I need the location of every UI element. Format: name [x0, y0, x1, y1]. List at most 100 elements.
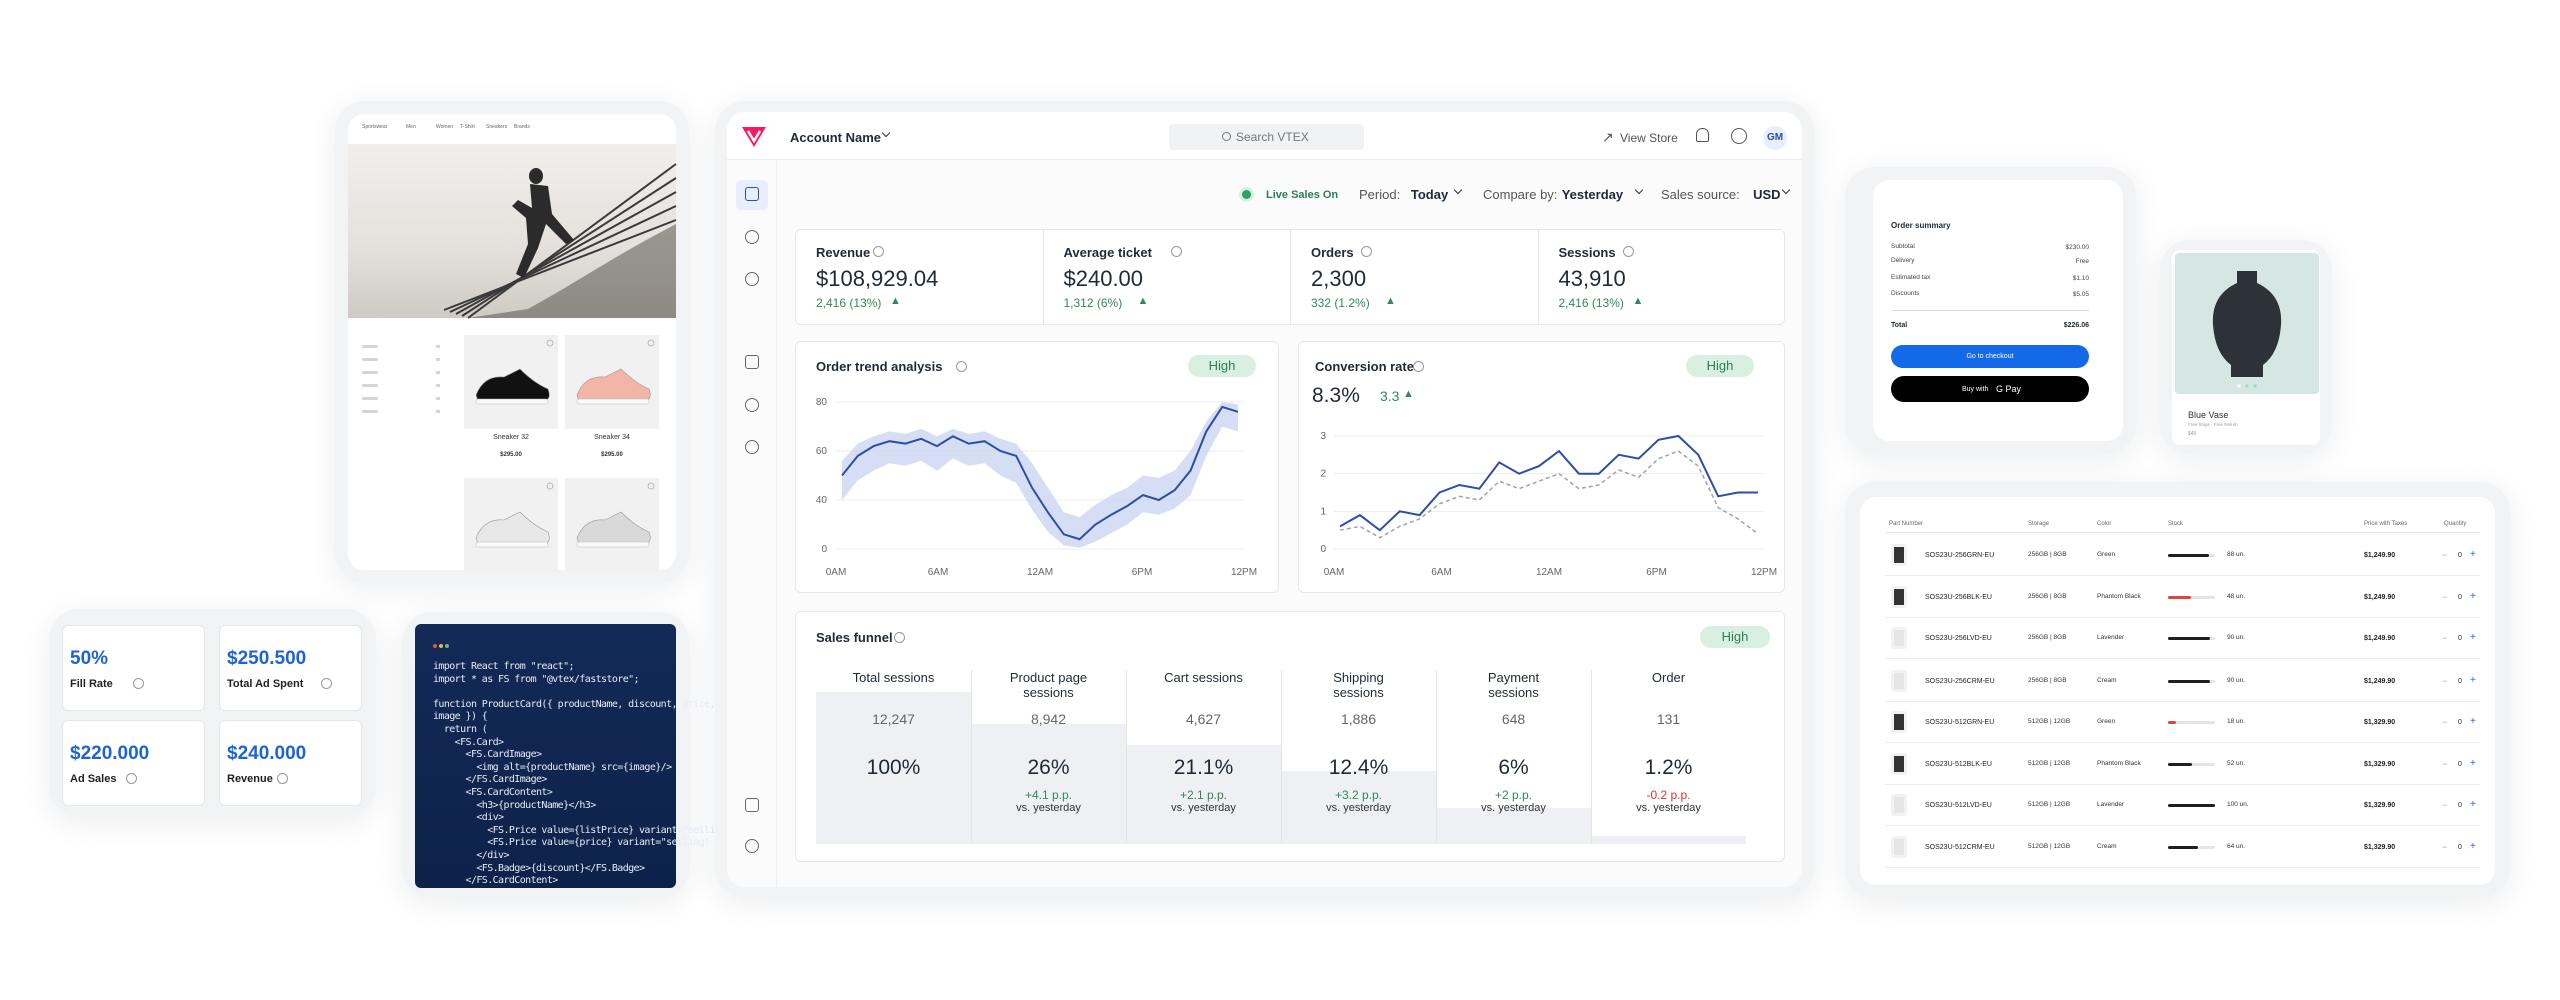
wishlist-icon — [546, 339, 554, 347]
view-store[interactable]: View Store — [1620, 131, 1678, 145]
help-icon[interactable] — [1731, 128, 1747, 144]
qty-plus[interactable]: + — [2470, 716, 2476, 727]
product-price: $45 — [2188, 431, 2197, 437]
confidence-band — [842, 402, 1238, 548]
row-divider — [1885, 825, 2480, 826]
window-dot — [439, 644, 443, 648]
line-chart: 0 40 60 80 0AM 6AM 12AM 6PM 12PM — [816, 397, 1257, 578]
checkout-button[interactable]: Go to checkout — [1891, 345, 2089, 368]
ad-metric-value: 50% — [70, 648, 109, 669]
filter-label[interactable]: Sales source: — [1661, 187, 1740, 202]
stock-bar — [2168, 637, 2211, 640]
column-header: Quantity — [2444, 521, 2467, 527]
kpi-label: Sessions — [1558, 245, 1616, 260]
search-icon — [1222, 132, 1231, 141]
qty-minus[interactable]: − — [2442, 717, 2448, 727]
kpi-value: 43,910 — [1558, 266, 1626, 291]
filter-label[interactable]: Period: — [1359, 187, 1401, 202]
code-line: image }) { — [433, 711, 488, 723]
pay-button[interactable] — [1891, 376, 2089, 402]
filter-value[interactable]: Today — [1410, 187, 1449, 202]
x-tick-label: 6PM — [1132, 567, 1153, 578]
filter-value[interactable]: USD — [1753, 187, 1781, 202]
stock-label: 52 un. — [2227, 760, 2246, 767]
info-icon — [873, 246, 885, 257]
stage-name: Order — [1651, 670, 1686, 685]
color: Cream — [2097, 677, 2117, 684]
qty-plus[interactable]: + — [2470, 675, 2476, 686]
qty-plus[interactable]: + — [2470, 632, 2476, 643]
notifications-icon[interactable] — [1696, 128, 1709, 142]
sidebar-icon[interactable] — [745, 839, 759, 853]
sidebar-icon[interactable] — [745, 440, 759, 454]
inventory-panel — [1860, 497, 2495, 885]
qty-minus[interactable]: − — [2442, 800, 2448, 810]
sidebar-icon[interactable] — [745, 187, 759, 201]
sidebar-icon[interactable] — [745, 272, 759, 286]
sidebar-icon[interactable] — [745, 398, 759, 412]
qty-minus[interactable]: − — [2442, 759, 2448, 769]
row-divider — [1885, 575, 2480, 576]
qty-minus[interactable]: − — [2442, 676, 2448, 686]
runner-head — [529, 168, 543, 184]
funnel-block — [1126, 745, 1281, 844]
qty-plus[interactable]: + — [2470, 758, 2476, 769]
kpi-arrow: ▲ — [1385, 295, 1396, 307]
stage-rate: 26% — [1027, 756, 1070, 779]
qty-plus[interactable]: + — [2470, 591, 2476, 602]
wishlist-icon — [647, 339, 655, 347]
summary-title: Order summary — [1891, 221, 1951, 230]
qty-minus[interactable]: − — [2442, 592, 2448, 602]
sneaker — [576, 482, 655, 548]
search-placeholder[interactable]: Search VTEX — [1236, 130, 1309, 144]
qty-plus[interactable]: + — [2470, 549, 2476, 560]
sneaker-sole — [576, 398, 650, 405]
sidebar-icon[interactable] — [745, 355, 759, 369]
code-line: import React from "react"; — [433, 661, 575, 672]
vase-shape — [2212, 271, 2282, 377]
filter-label[interactable]: Compare by: — [1483, 187, 1558, 202]
kpi-change: 2,416 (13%) — [816, 296, 882, 310]
column-header: Part Number — [1889, 521, 1924, 527]
color: Phantom Black — [2097, 593, 2141, 600]
filter-count — [436, 358, 440, 361]
sneaker-shape — [475, 511, 550, 545]
account-name[interactable]: Account Name — [790, 130, 882, 145]
conversion-card — [1298, 341, 1785, 593]
filter-value[interactable]: Yesterday — [1561, 187, 1624, 202]
qty-plus[interactable]: + — [2470, 841, 2476, 852]
storage: 256GB | 8GB — [2028, 677, 2067, 684]
runner-body — [512, 184, 574, 278]
summary-label: Delivery — [1891, 257, 1915, 264]
stock-label: 64 un. — [2227, 843, 2246, 850]
sneaker — [576, 339, 655, 405]
info-icon — [1361, 246, 1373, 257]
live-sales[interactable]: Live Sales On — [1266, 189, 1339, 201]
quantity: 0 — [2458, 802, 2462, 809]
qty-minus[interactable]: − — [2442, 842, 2448, 852]
search-box[interactable] — [1169, 124, 1364, 150]
sidebar-icon[interactable] — [745, 798, 759, 812]
qty-plus[interactable]: + — [2470, 799, 2476, 810]
info-icon — [1171, 246, 1183, 257]
qty-minus[interactable]: − — [2442, 633, 2448, 643]
info-icon — [321, 678, 333, 689]
info-icon — [1413, 361, 1424, 372]
user-avatar[interactable]: GM — [1763, 126, 1787, 150]
sidebar-icon[interactable] — [745, 230, 759, 244]
qty-minus[interactable]: − — [2442, 550, 2448, 560]
logo-mark — [746, 130, 762, 144]
y-tick-label: 60 — [816, 446, 828, 457]
pay-label: Buy with — [1962, 386, 1989, 393]
stage-delta: +3.2 p.p. — [1334, 788, 1383, 802]
stock-label: 90 un. — [2227, 634, 2246, 641]
ad-metric-value: $220.000 — [70, 743, 150, 764]
code-line: </div> — [433, 850, 509, 861]
code-line: <h3>{productName}</h3> — [433, 799, 596, 811]
stock-bar — [2168, 596, 2191, 599]
ad-metric-card — [62, 625, 205, 711]
live-dot — [1242, 190, 1251, 199]
store-nav-item: Men — [406, 124, 416, 130]
